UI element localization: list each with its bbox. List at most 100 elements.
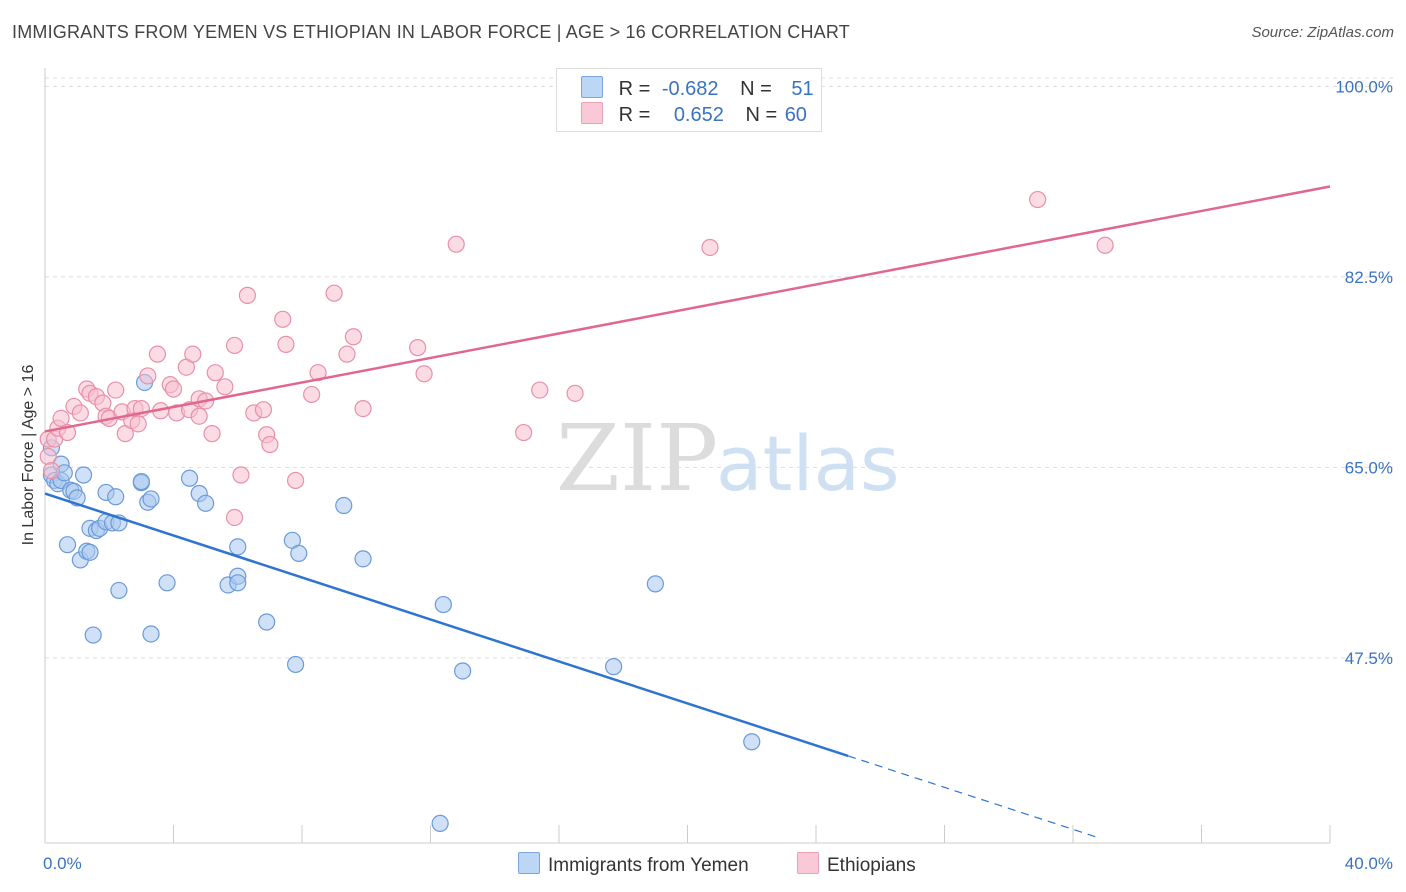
yemen-point (132, 472, 150, 491)
y-tick-label: 100.0% (1335, 77, 1393, 96)
ethiopian-point (184, 345, 202, 363)
bottom-legend-ethiopians-label: Ethiopians (827, 855, 916, 876)
ethiopian-point (190, 407, 208, 425)
ethiopian-point (71, 404, 89, 422)
ethiopian-point (206, 364, 224, 382)
yemen-point (142, 490, 160, 508)
yemen-point (81, 543, 99, 561)
ethiopian-point (701, 238, 719, 257)
yemen-trendline (44, 492, 849, 758)
ethiopian-point (225, 336, 244, 355)
ethiopian-point (42, 462, 61, 480)
ethiopian-point (447, 235, 465, 253)
grid-layer (45, 77, 1395, 659)
ethiopian-point (1096, 236, 1114, 254)
yemen-point (286, 655, 305, 674)
legend-row-yemen: R = -0.682 N = 51 (581, 76, 814, 100)
ethiopians-swatch (581, 102, 603, 124)
yemen-point (197, 494, 215, 512)
ethiopian-point (164, 380, 183, 398)
ethiopian-point (238, 286, 256, 304)
legend-r-value: 0.652 (673, 104, 724, 126)
watermark-zip: ZIP (556, 405, 718, 512)
ethiopian-point (216, 378, 234, 396)
ethiopian-point (203, 425, 221, 443)
chart-title: IMMIGRANTS FROM YEMEN VS ETHIOPIAN IN LA… (12, 22, 850, 42)
legend-n-value: 51 (791, 78, 814, 100)
ethiopian-point (415, 365, 433, 383)
legend-r-label: R = (618, 78, 651, 100)
watermark: ZIP atlas (556, 405, 900, 512)
ethiopian-point (129, 415, 147, 433)
yemen-point (743, 733, 761, 751)
ethiopians-legend-swatch (797, 852, 819, 874)
ethiopian-point (344, 328, 362, 346)
ethiopian-point (261, 435, 279, 454)
yemen-point (258, 613, 276, 631)
ethiopian-point (354, 399, 372, 418)
ethiopian-point (531, 381, 549, 399)
yemen-point (290, 544, 308, 562)
ethiopian-point (303, 385, 321, 404)
yemen-point (431, 814, 449, 833)
ethiopian-point (515, 423, 533, 442)
yemen-point (354, 550, 372, 568)
legend-n-label: N = (740, 78, 772, 100)
points-layer (39, 190, 1114, 833)
yemen-point (58, 536, 77, 554)
yemen-point (180, 469, 199, 487)
ethiopian-point (232, 466, 250, 484)
legend-r-value: -0.682 (661, 78, 719, 100)
ethiopian-point (566, 384, 584, 402)
x-tick-label: 0.0% (43, 854, 82, 873)
yemen-point (74, 466, 93, 484)
yemen-trendline-extension (847, 755, 1096, 838)
axis-layer (44, 68, 1331, 844)
yemen-point (605, 658, 623, 676)
yemen-point (229, 574, 247, 592)
ethiopian-point (39, 447, 57, 466)
source-label: Source: ZipAtlas.com (1251, 24, 1394, 41)
ethiopian-point (325, 284, 343, 302)
y-tick-label: 82.5% (1345, 268, 1393, 287)
ethiopian-point (1029, 190, 1047, 209)
yemen-point (335, 496, 353, 515)
y-tick-label: 47.5% (1345, 649, 1393, 668)
yemen-point (142, 625, 160, 643)
ethiopian-trendline (44, 185, 1331, 433)
yemen-point (158, 574, 176, 592)
yemen-point (229, 538, 247, 556)
legend-n-label: N = (745, 104, 778, 126)
yemen-point (434, 595, 452, 614)
yemen-point (107, 488, 125, 506)
ethiopian-point (139, 367, 157, 385)
legend-n-value: 60 (784, 104, 807, 126)
yemen-point (110, 581, 128, 600)
ethiopian-point (225, 508, 244, 527)
tick-label-layer: 47.5% 65.0% 82.5% 100.0% 0.0% 40.0% (43, 77, 1393, 873)
yemen-swatch (581, 76, 603, 98)
yemen-point (454, 662, 472, 680)
ethiopian-point (52, 409, 70, 427)
yemen-point (84, 626, 102, 644)
ethiopian-point (107, 381, 125, 399)
legend-row-ethiopians: R = 0.652 N = 60 (581, 102, 807, 126)
trend-layer (44, 185, 1331, 838)
bottom-legend-yemen: Immigrants from Yemen (518, 852, 749, 877)
ethiopian-point (286, 471, 305, 490)
legend-r-label: R = (618, 104, 651, 126)
ethiopian-point (148, 345, 167, 363)
ethiopian-point (277, 335, 295, 353)
ethiopian-point (409, 339, 427, 357)
yemen-legend-swatch (518, 852, 540, 874)
ethiopian-point (338, 345, 356, 363)
ethiopian-point (254, 401, 273, 419)
bottom-legend-ethiopians: Ethiopians (797, 852, 916, 877)
yemen-point (646, 575, 664, 593)
x-tick-label: 40.0% (1345, 854, 1393, 873)
bottom-legend-yemen-label: Immigrants from Yemen (548, 855, 749, 876)
correlation-legend: R = -0.682 N = 51 R = 0.652 N = 60 (556, 68, 822, 132)
watermark-atlas: atlas (716, 419, 900, 508)
ethiopian-point (274, 310, 292, 328)
